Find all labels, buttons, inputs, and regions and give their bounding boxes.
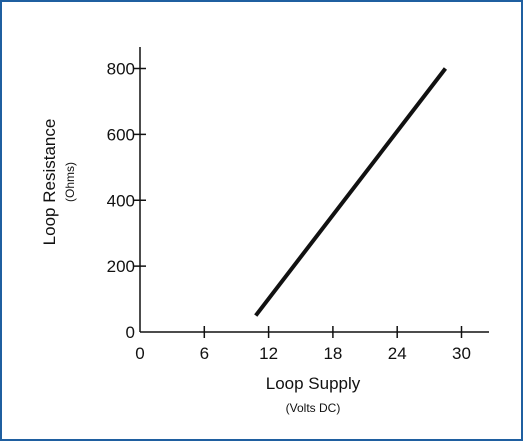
series-layer <box>254 67 448 317</box>
y-tick-label: 600 <box>107 125 135 144</box>
axes <box>139 47 489 333</box>
y-axis-subtitle: (Ohms) <box>63 162 77 202</box>
x-tick-label: 24 <box>388 344 407 363</box>
y-tick-label: 400 <box>107 191 135 210</box>
x-tick-label: 30 <box>452 344 471 363</box>
y-axis-title: Loop Resistance <box>40 119 59 246</box>
x-tick-label: 6 <box>200 344 209 363</box>
x-axis-title: Loop Supply <box>266 374 361 393</box>
y-tick-label: 800 <box>107 60 135 79</box>
x-tick-label: 12 <box>259 344 278 363</box>
x-tick-label: 18 <box>323 344 342 363</box>
series-line <box>254 67 448 317</box>
y-ticks: 0 200 400 600 800 <box>107 60 146 342</box>
x-axis-subtitle: (Volts DC) <box>286 401 341 415</box>
y-tick-label: 0 <box>126 323 135 342</box>
y-tick-label: 200 <box>107 257 135 276</box>
x-ticks: 0 6 12 18 24 30 <box>135 326 471 363</box>
x-tick-label: 0 <box>135 344 144 363</box>
